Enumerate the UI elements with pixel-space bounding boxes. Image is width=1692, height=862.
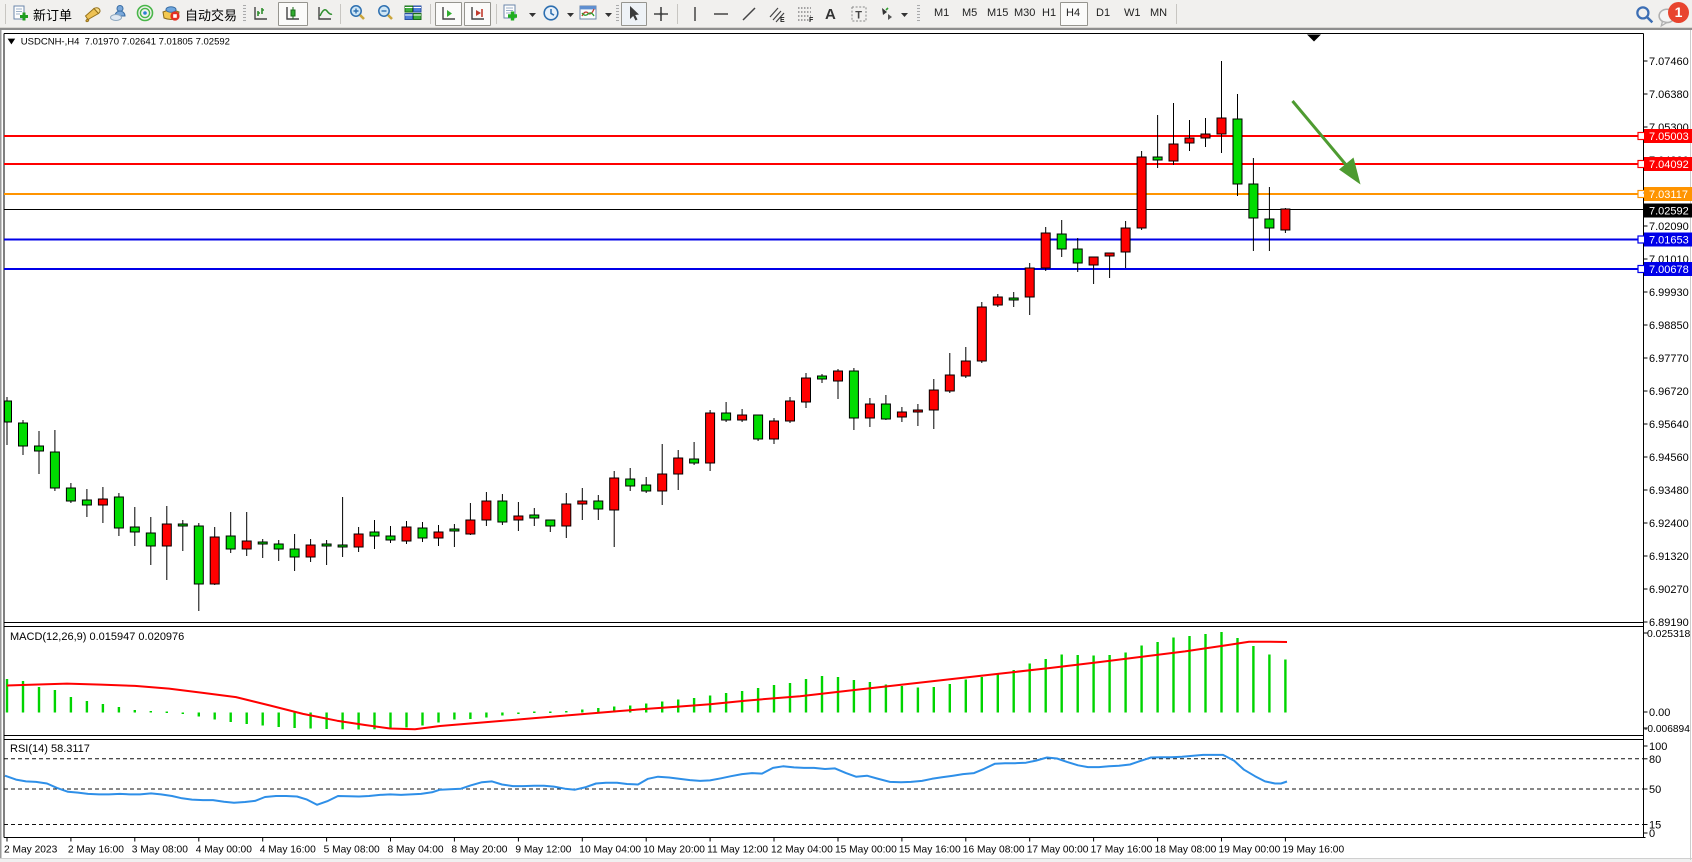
- svg-text:10 May 20:00: 10 May 20:00: [643, 845, 705, 856]
- svg-text:5 May 08:00: 5 May 08:00: [324, 845, 380, 856]
- svg-text:4 May 16:00: 4 May 16:00: [260, 845, 316, 856]
- svg-text:7.03117: 7.03117: [1649, 189, 1688, 201]
- svg-text:7.01653: 7.01653: [1649, 235, 1689, 247]
- svg-text:6.95640: 6.95640: [1649, 419, 1689, 431]
- svg-text:7.00678: 7.00678: [1649, 264, 1689, 276]
- svg-text:-0.006894: -0.006894: [1644, 724, 1690, 735]
- svg-text:15: 15: [1649, 820, 1661, 832]
- svg-text:F: F: [809, 17, 814, 23]
- svg-text:2 May 2023: 2 May 2023: [4, 845, 58, 856]
- svg-text:7.04092: 7.04092: [1649, 159, 1689, 171]
- svg-text:50: 50: [1649, 784, 1661, 796]
- svg-text:17 May 16:00: 17 May 16:00: [1091, 845, 1153, 856]
- svg-text:6.97770: 6.97770: [1649, 353, 1689, 365]
- svg-text:0: 0: [1649, 828, 1655, 840]
- svg-text:100: 100: [1649, 741, 1667, 753]
- svg-text:6.92400: 6.92400: [1649, 518, 1689, 530]
- svg-text:6.94560: 6.94560: [1649, 452, 1689, 464]
- svg-text:19 May 16:00: 19 May 16:00: [1282, 845, 1344, 856]
- svg-text:11 May 12:00: 11 May 12:00: [707, 845, 768, 856]
- svg-text:18 May 08:00: 18 May 08:00: [1155, 845, 1217, 856]
- svg-text:6.90270: 6.90270: [1649, 584, 1689, 596]
- svg-text:6.89190: 6.89190: [1649, 617, 1689, 629]
- svg-text:80: 80: [1649, 754, 1661, 766]
- svg-text:7.07460: 7.07460: [1649, 56, 1689, 68]
- svg-text:15 May 00:00: 15 May 00:00: [835, 845, 897, 856]
- svg-text:7.05003: 7.05003: [1649, 131, 1689, 143]
- svg-text:19 May 00:00: 19 May 00:00: [1219, 845, 1281, 856]
- svg-text:16 May 08:00: 16 May 08:00: [963, 845, 1025, 856]
- svg-text:MACD(12,26,9) 0.015947 0.02097: MACD(12,26,9) 0.015947 0.020976: [10, 631, 184, 643]
- svg-text:3 May 08:00: 3 May 08:00: [132, 845, 188, 856]
- svg-text:7.06380: 7.06380: [1649, 89, 1689, 101]
- svg-text:12 May 04:00: 12 May 04:00: [771, 845, 833, 856]
- svg-text:10 May 04:00: 10 May 04:00: [579, 845, 641, 856]
- svg-text:6.99930: 6.99930: [1649, 287, 1689, 299]
- svg-text:2 May 16:00: 2 May 16:00: [68, 845, 124, 856]
- svg-text:15 May 16:00: 15 May 16:00: [899, 845, 961, 856]
- svg-text:6.96720: 6.96720: [1649, 386, 1689, 398]
- svg-text:6.98850: 6.98850: [1649, 320, 1689, 332]
- svg-text:4 May 00:00: 4 May 00:00: [196, 845, 252, 856]
- svg-text:7.02592: 7.02592: [1649, 206, 1689, 218]
- svg-text:0.025318: 0.025318: [1647, 629, 1691, 640]
- svg-text:8 May 20:00: 8 May 20:00: [451, 845, 507, 856]
- svg-text:8 May 04:00: 8 May 04:00: [388, 845, 444, 856]
- svg-text:6.93480: 6.93480: [1649, 485, 1689, 497]
- svg-text:T: T: [855, 10, 862, 22]
- svg-text:9 May 12:00: 9 May 12:00: [515, 845, 571, 856]
- svg-text:E: E: [780, 17, 785, 23]
- svg-text:0.00: 0.00: [1649, 707, 1670, 719]
- svg-text:17 May 00:00: 17 May 00:00: [1027, 845, 1089, 856]
- svg-text:RSI(14) 58.3117: RSI(14) 58.3117: [10, 743, 90, 755]
- svg-text:USDCNH-,H4 7.01970 7.02641 7.: USDCNH-,H4 7.01970 7.02641 7.01805 7.025…: [21, 37, 230, 48]
- svg-text:7.02090: 7.02090: [1649, 221, 1689, 233]
- svg-text:6.91320: 6.91320: [1649, 551, 1689, 563]
